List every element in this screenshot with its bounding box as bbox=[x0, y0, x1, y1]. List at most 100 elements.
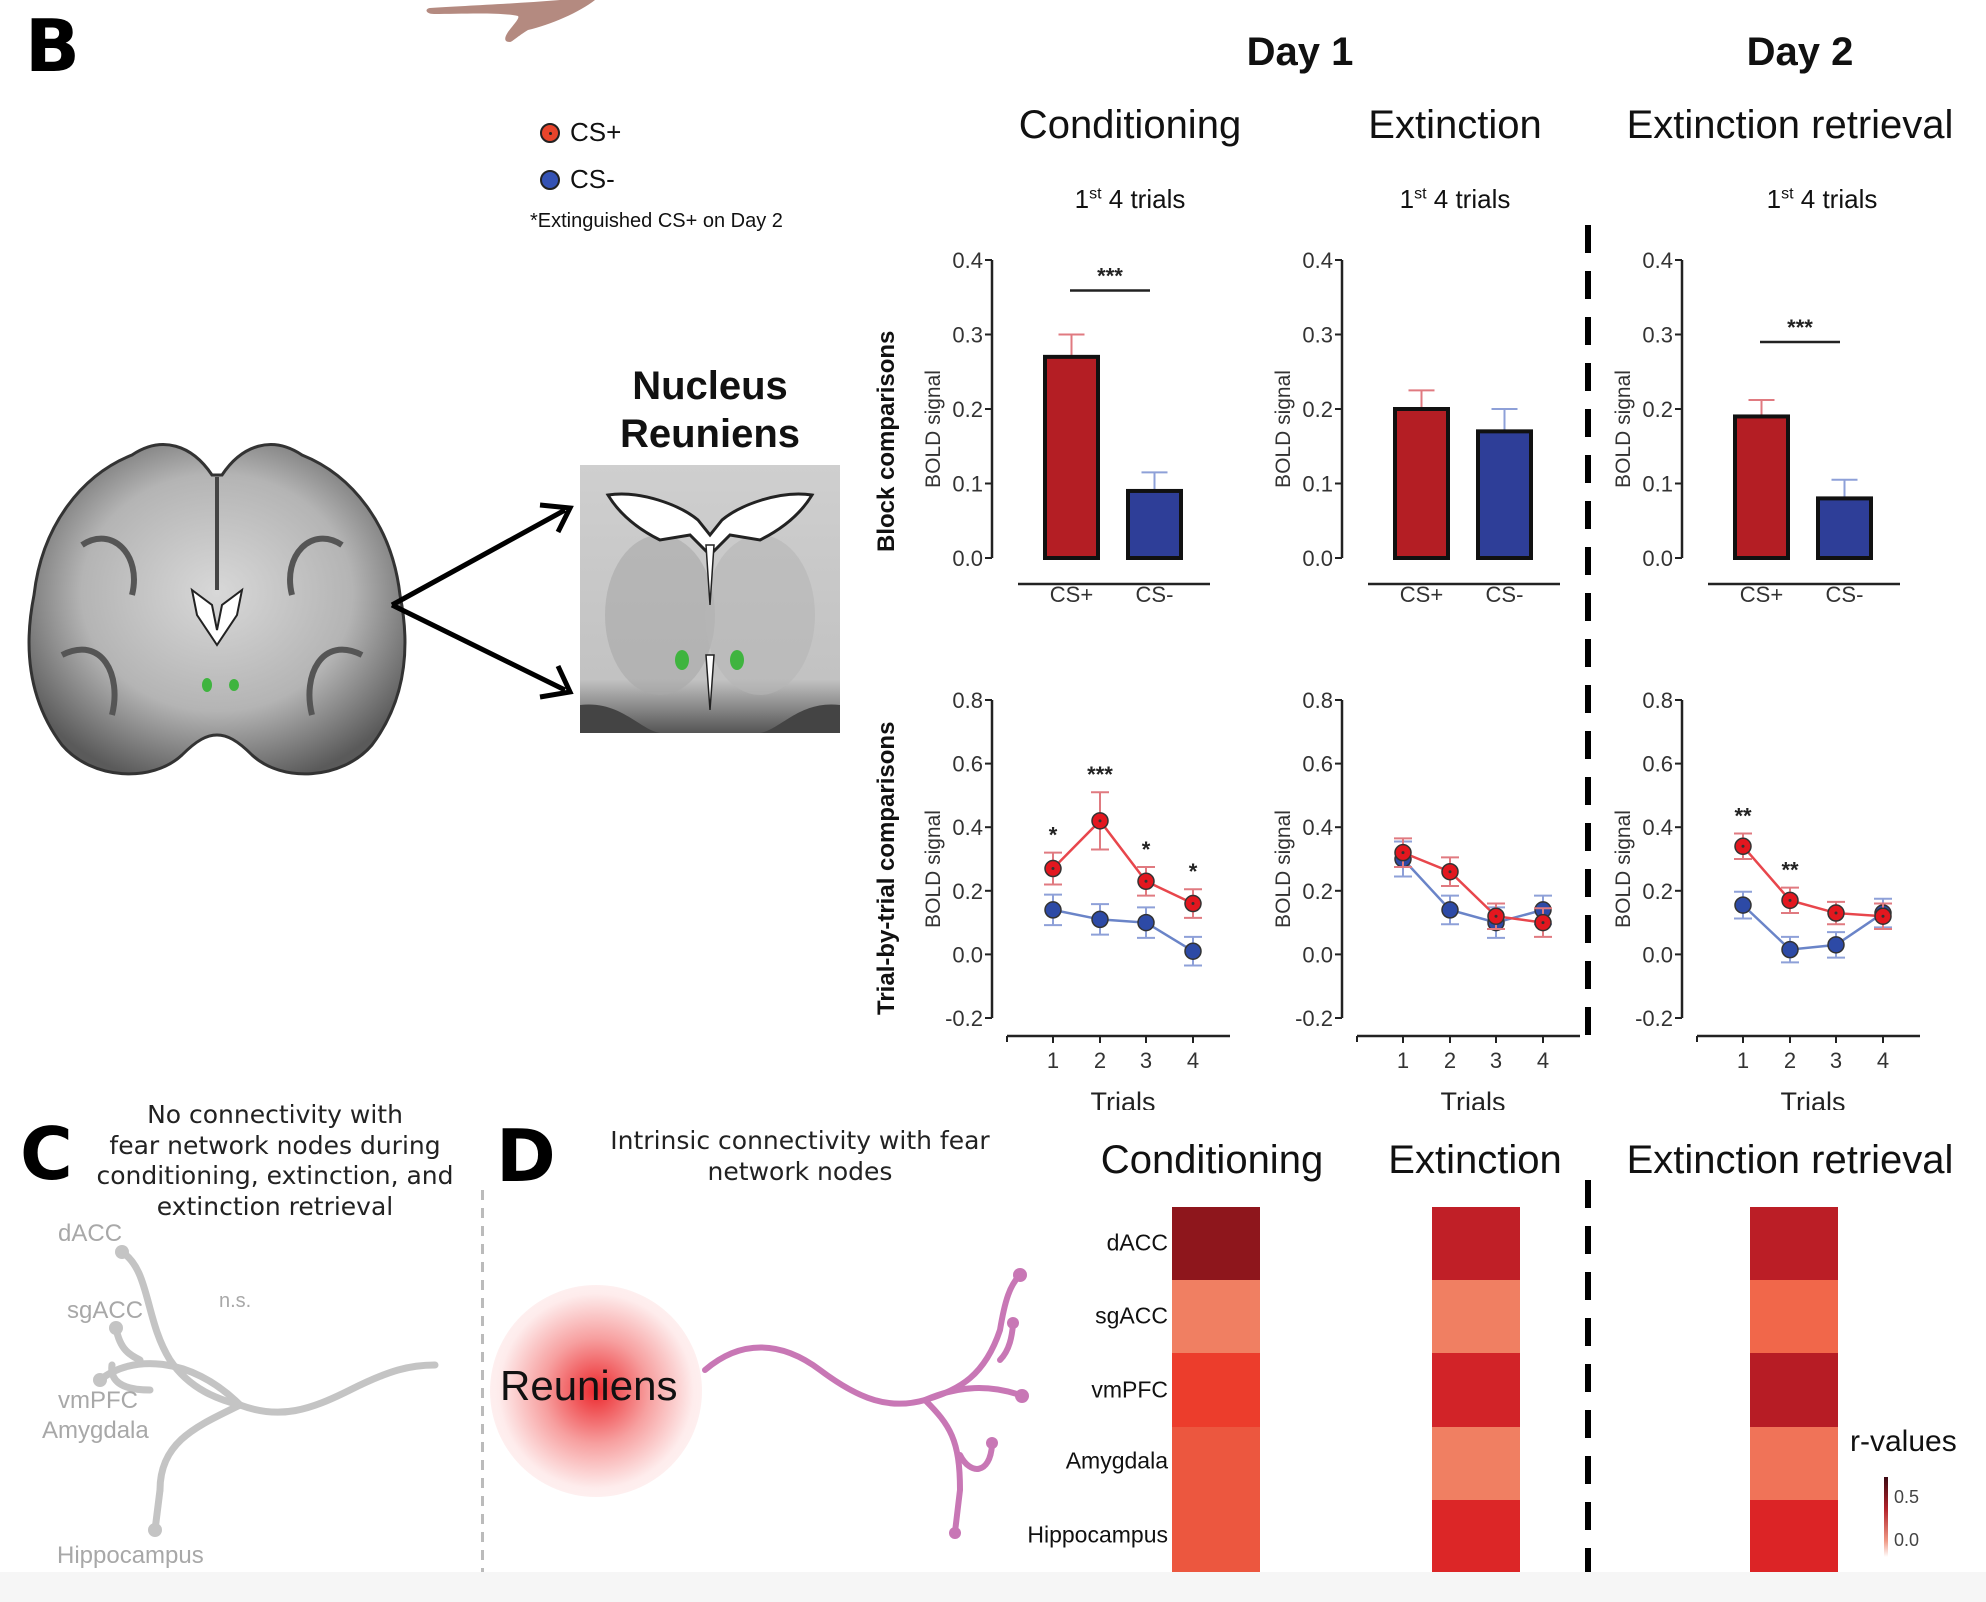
point-cs-minus bbox=[1734, 896, 1752, 914]
heatmap-cell-sgacc bbox=[1432, 1280, 1520, 1354]
significance-label: ** bbox=[1734, 804, 1752, 829]
x-tick-label: 4 bbox=[1537, 1048, 1549, 1073]
heatmap-cell-sgacc bbox=[1750, 1280, 1838, 1354]
heatmap-title-extinction: Extinction bbox=[1388, 1138, 1562, 1182]
inset-roi-left bbox=[675, 650, 689, 670]
y-axis-label: BOLD signal bbox=[1272, 810, 1295, 928]
panel-d-title-line: network nodes bbox=[707, 1157, 893, 1187]
line-cs-plus bbox=[1742, 845, 1884, 918]
line-cs-minus bbox=[1402, 858, 1544, 924]
y-tick-label: 0.2 bbox=[1302, 397, 1333, 422]
row-label-trial-comparisons: Trial-by-trial comparisons bbox=[873, 721, 900, 1015]
y-axis-label: BOLD signal bbox=[922, 370, 945, 488]
y-tick-label: 0.4 bbox=[1302, 248, 1333, 273]
x-tick-label: CS+ bbox=[1050, 582, 1093, 607]
y-tick-label: 0.3 bbox=[952, 323, 983, 348]
x-tick-label: CS- bbox=[1136, 582, 1174, 607]
point-cs-minus bbox=[1781, 940, 1799, 959]
panel-c-title-line: No connectivity with bbox=[147, 1100, 403, 1129]
heatmap-cell-vmpfc bbox=[1750, 1353, 1838, 1427]
heatmap-cell-amygdala bbox=[1172, 1426, 1260, 1500]
reuniens-label: Reuniens bbox=[500, 1362, 678, 1409]
x-tick-label: CS+ bbox=[1400, 582, 1443, 607]
x-tick-label: 1 bbox=[1737, 1048, 1749, 1073]
significance-label: *** bbox=[1097, 264, 1123, 289]
point-cs-minus bbox=[1137, 913, 1155, 932]
x-tick-label: 4 bbox=[1877, 1048, 1889, 1073]
x-tick-label: 3 bbox=[1490, 1048, 1502, 1073]
y-tick-label: 0.1 bbox=[1642, 472, 1673, 497]
panel-letter-b: B bbox=[25, 4, 80, 88]
y-tick-label: 0.8 bbox=[1302, 688, 1333, 713]
panel-c-d-divider bbox=[481, 1190, 484, 1575]
panel-letter-c: C bbox=[20, 1112, 73, 1196]
panel-d-connectivity-diagram bbox=[702, 1268, 1029, 1539]
y-tick-label: 0.2 bbox=[1302, 879, 1333, 904]
heatmap-cell-hippocampus bbox=[1172, 1499, 1260, 1574]
x-axis-label: Trials bbox=[1781, 1087, 1846, 1110]
heatmap-row-label-vmpfc: vmPFC bbox=[1091, 1376, 1168, 1403]
panel-c-ns-label: n.s. bbox=[219, 1290, 252, 1312]
panel-c-title-line: extinction retrieval bbox=[156, 1191, 394, 1221]
point-cs-minus bbox=[1091, 910, 1109, 929]
x-tick-label: CS- bbox=[1826, 582, 1864, 607]
bar-cs-plus bbox=[1733, 414, 1790, 560]
y-tick-label: 0.1 bbox=[952, 472, 983, 497]
phase-title-extinction: Extinction bbox=[1368, 103, 1542, 147]
reuniens-roi-left bbox=[202, 678, 212, 692]
point-center-dot bbox=[1448, 870, 1452, 874]
nucleus-reuniens-title: Nucleus Reuniens bbox=[620, 362, 800, 458]
legend-cs-minus-label: CS- bbox=[570, 164, 615, 194]
point-center-dot bbox=[1144, 879, 1148, 883]
panel-c-connectivity-diagram bbox=[93, 1245, 439, 1537]
point-cs-minus bbox=[1044, 901, 1062, 919]
x-tick-label: 2 bbox=[1784, 1048, 1796, 1073]
y-tick-label: 0.0 bbox=[1642, 942, 1673, 967]
colorbar-tick-label: 0.0 bbox=[1894, 1530, 1920, 1550]
panel-c-node-amygdala: Amygdala bbox=[42, 1417, 149, 1444]
panel-c-node-hippocampus: Hippocampus bbox=[57, 1542, 204, 1569]
heatmap-cell-amygdala bbox=[1432, 1426, 1520, 1500]
subtitle-conditioning: 1st 4 trials bbox=[1074, 184, 1186, 214]
line-cs-plus bbox=[1402, 851, 1544, 924]
heatmap-cell-dacc bbox=[1172, 1207, 1260, 1281]
point-cs-minus bbox=[1441, 901, 1459, 919]
nucleus-reuniens-title-line2: Reuniens bbox=[619, 412, 801, 456]
panel-c-title: No connectivity with fear network nodes … bbox=[96, 1100, 453, 1222]
heatmap-cell-amygdala bbox=[1750, 1426, 1838, 1500]
x-axis-label: Trials bbox=[1441, 1087, 1506, 1110]
day-divider-bottom bbox=[1585, 1180, 1591, 1575]
heatmap-cell-vmpfc bbox=[1432, 1353, 1520, 1427]
y-tick-label: 0.8 bbox=[1642, 688, 1673, 713]
significance-label: * bbox=[1142, 837, 1151, 862]
x-tick-label: CS+ bbox=[1740, 582, 1783, 607]
y-tick-label: 0.6 bbox=[952, 752, 983, 777]
zoom-arrows bbox=[390, 502, 574, 700]
x-tick-label: 4 bbox=[1187, 1048, 1199, 1073]
x-tick-label: 1 bbox=[1047, 1048, 1059, 1073]
y-tick-label: 0.0 bbox=[1642, 546, 1673, 571]
nucleus-reuniens-title-line1: Nucleus bbox=[632, 364, 788, 408]
y-axis-label: BOLD signal bbox=[1612, 370, 1635, 488]
y-axis-label: BOLD signal bbox=[1272, 370, 1295, 488]
heatmap-cell-hippocampus bbox=[1432, 1499, 1520, 1574]
y-tick-label: 0.4 bbox=[1642, 248, 1673, 273]
bar-cs-minus bbox=[1126, 488, 1183, 560]
y-tick-label: 0.3 bbox=[1642, 323, 1673, 348]
heatmap-cell-sgacc bbox=[1172, 1280, 1260, 1354]
subtitle-extinction: 1st 4 trials bbox=[1399, 184, 1511, 214]
inset-roi-right bbox=[730, 650, 744, 670]
y-tick-label: -0.2 bbox=[1635, 1006, 1673, 1031]
bar-cs-minus bbox=[1816, 496, 1873, 560]
y-tick-label: 0.6 bbox=[1302, 752, 1333, 777]
y-tick-label: 0.2 bbox=[1642, 879, 1673, 904]
panel-c-title-line: fear network nodes during bbox=[109, 1130, 441, 1160]
legend-cs-plus-marker bbox=[540, 122, 560, 143]
coronal-brain-image bbox=[27, 443, 407, 776]
panel-c-node-vmpfc: vmPFC bbox=[58, 1387, 138, 1414]
x-tick-label: 3 bbox=[1830, 1048, 1842, 1073]
line-cs-minus bbox=[1052, 908, 1194, 953]
heatmap-row-label-sgacc: sgACC bbox=[1095, 1302, 1168, 1329]
y-axis-label: BOLD signal bbox=[1612, 810, 1635, 928]
y-tick-label: -0.2 bbox=[1295, 1006, 1333, 1031]
